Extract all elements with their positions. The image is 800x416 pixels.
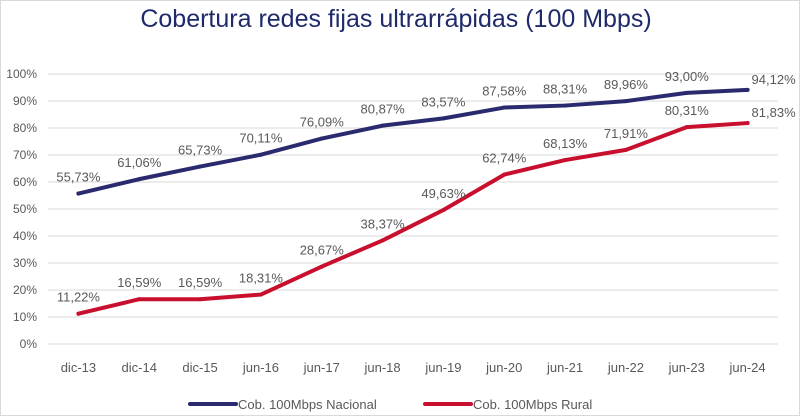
y-tick-label: 90% [13, 94, 37, 108]
x-tick-label: jun-23 [668, 360, 705, 375]
data-label: 38,37% [361, 216, 406, 231]
data-label: 11,22% [57, 290, 101, 305]
series-line-nacional [76, 87, 750, 196]
data-point [623, 147, 628, 152]
data-point [563, 103, 568, 108]
data-label: 93,00% [665, 69, 710, 84]
y-tick-label: 30% [13, 256, 37, 270]
data-point [502, 172, 507, 177]
y-tick-label: 40% [13, 229, 37, 243]
data-point [441, 116, 446, 121]
y-tick-label: 50% [13, 202, 37, 216]
data-point [623, 99, 628, 104]
data-label: 80,31% [665, 103, 710, 118]
data-label: 68,13% [543, 136, 588, 151]
legend-label: Cob. 100Mbps Rural [473, 397, 592, 412]
data-point [198, 164, 203, 169]
chart-title: Cobertura redes fijas ultrarrápidas (100… [140, 5, 652, 33]
x-tick-label: jun-16 [242, 360, 279, 375]
data-label: 88,31% [543, 82, 588, 97]
data-point [137, 297, 142, 302]
data-point [258, 292, 263, 297]
data-point [563, 158, 568, 163]
y-tick-label: 10% [13, 310, 37, 324]
data-point [380, 123, 385, 128]
data-label: 18,31% [239, 271, 284, 286]
data-label: 89,96% [604, 77, 649, 92]
data-label: 83,57% [421, 94, 466, 109]
data-label: 28,67% [300, 243, 345, 258]
data-label: 71,91% [604, 126, 649, 141]
x-tick-label: dic-13 [61, 360, 96, 375]
data-label: 61,06% [117, 155, 162, 170]
data-point [258, 152, 263, 157]
data-label: 87,58% [482, 84, 527, 99]
y-tick-label: 80% [13, 121, 37, 135]
x-tick-label: jun-17 [303, 360, 340, 375]
data-point [745, 87, 750, 92]
x-tick-label: dic-14 [122, 360, 157, 375]
data-label: 81,83% [752, 105, 797, 120]
y-tick-label: 60% [13, 175, 37, 189]
data-label: 70,11% [239, 131, 283, 146]
data-point [441, 207, 446, 212]
data-point [745, 121, 750, 126]
data-point [76, 191, 81, 196]
data-label: 16,59% [178, 275, 223, 290]
y-tick-label: 20% [13, 283, 37, 297]
data-point [198, 297, 203, 302]
data-point [319, 264, 324, 269]
data-label: 65,73% [178, 143, 223, 158]
data-label: 62,74% [482, 151, 527, 166]
data-label: 49,63% [421, 186, 466, 201]
data-label: 80,87% [361, 102, 406, 117]
data-label: 94,12% [752, 72, 797, 87]
data-point [380, 238, 385, 243]
data-point [76, 311, 81, 316]
data-point [502, 105, 507, 110]
y-tick-label: 0% [20, 337, 38, 351]
series-line-rural [76, 121, 750, 316]
x-tick-label: jun-22 [607, 360, 644, 375]
data-point [684, 90, 689, 95]
data-point [137, 177, 142, 182]
data-point [684, 125, 689, 130]
x-tick-label: jun-20 [485, 360, 522, 375]
x-tick-label: jun-19 [424, 360, 461, 375]
data-point [319, 136, 324, 141]
data-label: 16,59% [117, 275, 162, 290]
x-tick-label: dic-15 [182, 360, 217, 375]
legend-label: Cob. 100Mbps Nacional [238, 397, 377, 412]
x-tick-label: jun-18 [364, 360, 401, 375]
x-tick-label: jun-21 [546, 360, 583, 375]
y-tick-label: 70% [13, 148, 37, 162]
x-tick-label: jun-24 [729, 360, 766, 375]
data-label: 55,73% [56, 170, 101, 185]
data-label: 76,09% [300, 115, 345, 130]
y-tick-label: 100% [6, 67, 37, 81]
